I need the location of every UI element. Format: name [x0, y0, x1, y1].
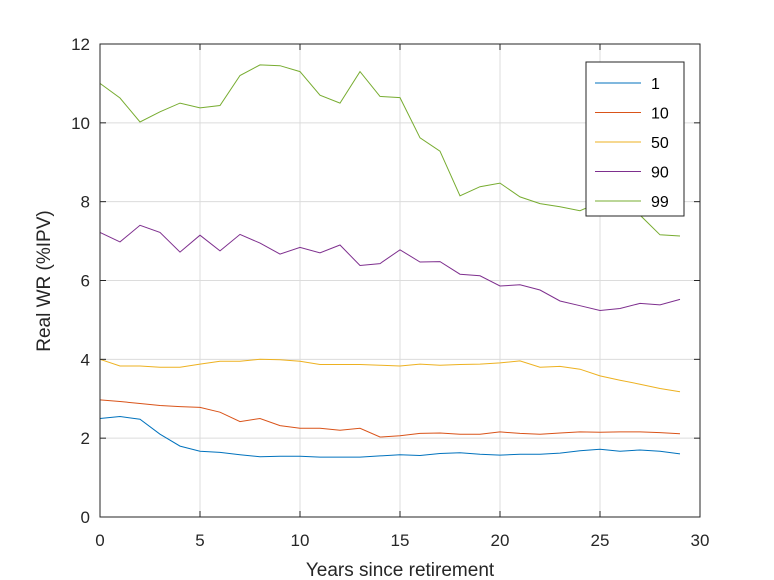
y-tick-labels: 0 2 4 6 8 10 12	[71, 35, 90, 527]
y-tick-label: 8	[81, 193, 90, 212]
x-tick-label: 10	[291, 531, 310, 550]
legend-label-1: 1	[651, 76, 660, 93]
y-tick-label: 6	[81, 272, 90, 291]
x-tick-label: 20	[491, 531, 510, 550]
series-line-99	[99, 64, 681, 237]
x-axis-label: Years since retirement	[306, 560, 495, 580]
x-tick-labels: 0 5 10 15 20 25 30	[95, 531, 709, 550]
y-tick-label: 2	[81, 429, 90, 448]
y-tick-label: 10	[71, 114, 90, 133]
y-tick-label: 12	[71, 35, 90, 54]
legend-label-99: 99	[651, 194, 669, 211]
series-line-10	[99, 399, 681, 438]
x-tick-label: 15	[391, 531, 410, 550]
y-axis-label: Real WR (%IPV)	[34, 210, 55, 351]
legend-label-50: 50	[651, 135, 669, 152]
legend: 1 10 50 90 99	[585, 61, 685, 217]
legend-box	[585, 61, 685, 217]
series-line-90	[99, 224, 681, 312]
series-line-50	[99, 358, 681, 393]
x-tick-label: 5	[195, 531, 204, 550]
x-tick-label: 30	[691, 531, 710, 550]
x-tick-label: 0	[95, 531, 104, 550]
x-tick-label: 25	[591, 531, 610, 550]
series-line-1	[99, 415, 681, 458]
y-tick-label: 4	[81, 350, 90, 369]
series-lines	[99, 64, 681, 458]
legend-label-90: 90	[651, 165, 669, 182]
y-tick-label: 0	[81, 508, 90, 527]
legend-label-10: 10	[651, 106, 669, 123]
axis-ticks	[99, 43, 701, 518]
